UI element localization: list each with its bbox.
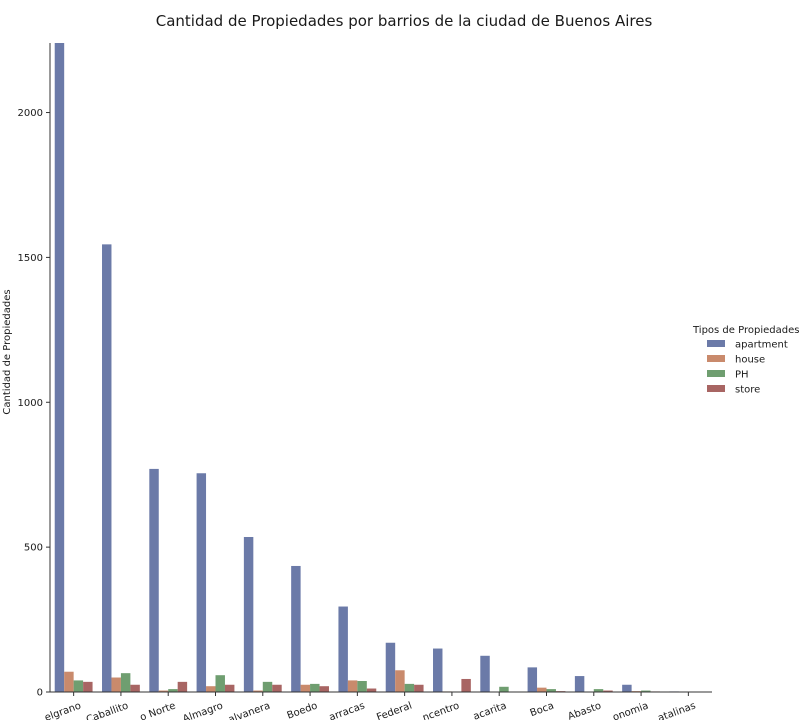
bar-house-1 — [111, 677, 121, 692]
bar-apartment-6 — [338, 606, 348, 692]
bar-store-4 — [272, 684, 282, 692]
bar-house-5 — [300, 684, 311, 692]
bar-house-2 — [158, 690, 169, 692]
bar-PH-2 — [168, 689, 178, 692]
bar-apartment-9 — [480, 655, 490, 692]
y-tick-label: 0 — [37, 688, 43, 699]
y-tick-label: 1500 — [18, 253, 43, 264]
bar-PH-3 — [215, 675, 225, 692]
x-tick-label: elgrano — [43, 700, 82, 720]
bar-house-3 — [206, 686, 216, 692]
bar-store-0 — [83, 681, 93, 692]
x-tick-label: Boca — [529, 700, 556, 719]
bar-PH-4 — [262, 681, 273, 692]
bar-store-8 — [461, 678, 471, 692]
bar-apartment-0 — [54, 43, 65, 692]
legend-swatch-apartment — [707, 340, 725, 347]
bar-apartment-7 — [385, 642, 396, 692]
y-axis-label: Cantidad de Propiedades — [2, 289, 13, 414]
bar-house-10 — [537, 687, 547, 692]
bar-house-7 — [395, 670, 405, 692]
bar-apartment-11 — [574, 676, 585, 692]
x-tick-label: alvanera — [227, 700, 272, 720]
y-tick-label: 2000 — [18, 108, 43, 119]
x-axis: elgrano Caballito o Norte Almagro alvanera Bo… — [43, 691, 712, 720]
bar-PH-6 — [357, 680, 367, 692]
x-tick-label: atalinas — [657, 700, 698, 720]
bar-apartment-1 — [102, 244, 112, 693]
bar-house-6 — [347, 680, 358, 692]
bar-PH-9 — [499, 686, 509, 692]
bar-PH-12 — [641, 690, 651, 692]
bar-store-2 — [177, 681, 188, 692]
x-tick-label: Almagro — [181, 700, 224, 720]
y-tick-label: 1000 — [18, 398, 43, 409]
x-tick-label: o Norte — [139, 700, 178, 720]
legend-label-house: house — [735, 355, 765, 366]
bar-apartment-8 — [433, 648, 443, 692]
bar-PH-10 — [546, 689, 556, 692]
legend: Tipos de Propiedades apartment house PH sto… — [692, 325, 799, 396]
legend-label-store: store — [735, 385, 760, 396]
legend-label-apartment: apartment — [735, 340, 788, 351]
x-tick-label: onomia — [611, 700, 650, 720]
x-tick-label: Abasto — [567, 700, 603, 720]
bar-apartment-2 — [149, 468, 159, 692]
x-tick-label: Federal — [375, 700, 413, 720]
bar-store-1 — [130, 684, 140, 692]
y-axis: 0 500 1000 1500 2000 — [18, 43, 51, 699]
bar-PH-5 — [310, 683, 320, 692]
bar-apartment-10 — [527, 667, 538, 692]
bar-store-5 — [319, 686, 329, 692]
x-tick-label: acarita — [472, 700, 508, 720]
chart-title: Cantidad de Propiedades por barrios de l… — [156, 12, 653, 30]
bar-house-4 — [253, 690, 263, 692]
bar-PH-11 — [593, 689, 604, 692]
x-tick-label: arracas — [328, 700, 367, 720]
legend-swatch-house — [707, 355, 725, 362]
y-tick-label: 500 — [24, 543, 43, 554]
legend-swatch-PH — [707, 370, 725, 377]
bar-apartment-5 — [291, 565, 301, 692]
x-tick-label: ncentro — [421, 700, 461, 720]
bar-apartment-12 — [622, 684, 632, 692]
legend-title: Tipos de Propiedades — [692, 325, 799, 336]
bar-store-3 — [224, 684, 235, 692]
bar-apartment-4 — [243, 536, 254, 692]
x-tick-label: Caballito — [85, 700, 130, 720]
bar-store-11 — [603, 690, 613, 692]
bar-store-6 — [366, 688, 377, 692]
bar-store-7 — [414, 684, 424, 692]
x-tick-label: Boedo — [286, 700, 319, 720]
bar-house-0 — [64, 671, 74, 692]
legend-label-PH: PH — [735, 370, 749, 381]
bar-PH-7 — [404, 683, 415, 692]
bar-apartment-3 — [196, 473, 207, 692]
legend-swatch-store — [707, 385, 725, 392]
bars-group — [54, 43, 679, 693]
bar-PH-0 — [73, 680, 84, 692]
bar-PH-1 — [120, 673, 131, 692]
